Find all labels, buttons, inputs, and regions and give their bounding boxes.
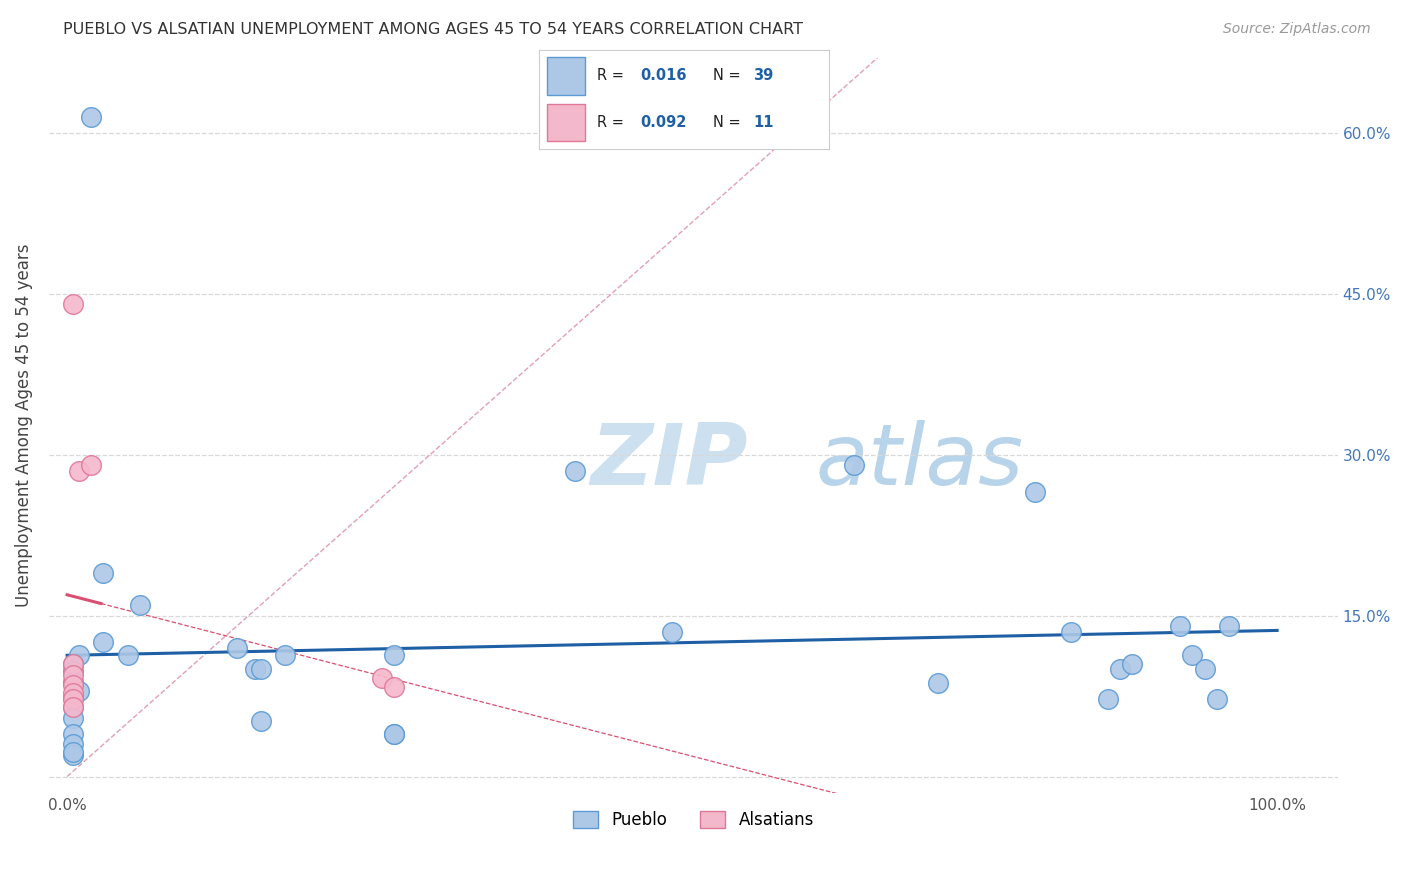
Point <box>93 566 115 580</box>
Point <box>62 297 84 311</box>
Point <box>62 692 84 706</box>
Text: PUEBLO VS ALSATIAN UNEMPLOYMENT AMONG AGES 45 TO 54 YEARS CORRELATION CHART: PUEBLO VS ALSATIAN UNEMPLOYMENT AMONG AG… <box>63 22 803 37</box>
Point <box>62 710 84 724</box>
Point <box>62 686 84 700</box>
Point <box>927 676 949 690</box>
Point <box>382 726 405 740</box>
Point <box>62 667 84 681</box>
Point <box>62 737 84 751</box>
Point <box>62 691 84 706</box>
Point <box>117 648 139 663</box>
Point <box>93 635 115 649</box>
Text: ZIP: ZIP <box>591 420 748 503</box>
Y-axis label: Unemployment Among Ages 45 to 54 years: Unemployment Among Ages 45 to 54 years <box>15 244 32 607</box>
Point <box>62 657 84 671</box>
Point <box>80 458 103 473</box>
Point <box>274 648 297 663</box>
Point <box>1181 648 1204 663</box>
Point <box>1218 619 1240 633</box>
Point <box>382 726 405 740</box>
Point <box>249 662 271 676</box>
Point <box>1194 662 1216 676</box>
Text: Source: ZipAtlas.com: Source: ZipAtlas.com <box>1223 22 1371 37</box>
Point <box>62 699 84 714</box>
Point <box>249 714 271 728</box>
Point <box>382 648 405 663</box>
Point <box>62 665 84 679</box>
Point <box>62 678 84 692</box>
Point <box>67 683 90 698</box>
Point <box>80 110 103 124</box>
Point <box>62 745 84 759</box>
Point <box>243 662 266 676</box>
Point <box>225 640 247 655</box>
Point <box>62 748 84 763</box>
Point <box>1205 692 1227 706</box>
Point <box>128 598 150 612</box>
Point <box>1121 657 1143 671</box>
Point <box>1060 624 1083 639</box>
Point <box>1097 692 1119 706</box>
Point <box>67 648 90 663</box>
Point <box>661 624 683 639</box>
Point <box>1108 662 1130 676</box>
Point <box>62 657 84 671</box>
Point <box>370 671 392 685</box>
Point <box>842 458 865 473</box>
Point <box>67 464 90 478</box>
Text: atlas: atlas <box>815 420 1024 503</box>
Point <box>382 681 405 695</box>
Point <box>1024 485 1046 500</box>
Point <box>62 675 84 690</box>
Point <box>62 699 84 714</box>
Legend: Pueblo, Alsatians: Pueblo, Alsatians <box>567 805 821 836</box>
Point <box>62 726 84 740</box>
Point <box>564 464 586 478</box>
Point <box>1168 619 1191 633</box>
